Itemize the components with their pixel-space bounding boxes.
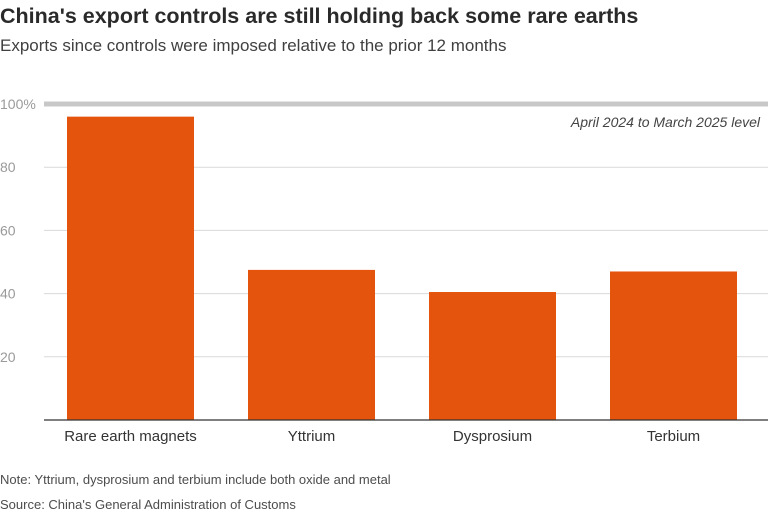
reference-line-label: April 2024 to March 2025 level [570, 114, 761, 130]
x-category-label: Rare earth magnets [64, 428, 197, 445]
reference-level: April 2024 to March 2025 level [44, 101, 768, 130]
y-tick-label: 80 [0, 159, 16, 175]
chart-note: Note: Yttrium, dysprosium and terbium in… [0, 472, 391, 487]
x-category-labels: Rare earth magnets Yttrium Dysprosium Terbi… [64, 428, 700, 445]
chart-source: Source: China's General Administration o… [0, 497, 296, 512]
y-tick-label: 20 [0, 349, 16, 365]
y-tick-label: 40 [0, 286, 16, 302]
y-tick-label: 100% [0, 96, 36, 112]
x-category-label: Terbium [647, 428, 700, 445]
bar [67, 116, 194, 420]
bar [610, 271, 737, 420]
y-tick-label: 60 [0, 222, 16, 238]
y-tick-labels: 20 40 60 80 100% [0, 96, 36, 365]
chart-subtitle: Exports since controls were imposed rela… [0, 36, 507, 55]
x-category-label: Dysprosium [453, 428, 532, 445]
bar [248, 269, 375, 420]
x-category-label: Yttrium [288, 428, 336, 445]
chart-title: China's export controls are still holdin… [0, 4, 639, 28]
bars [67, 116, 737, 420]
bar [429, 292, 556, 420]
